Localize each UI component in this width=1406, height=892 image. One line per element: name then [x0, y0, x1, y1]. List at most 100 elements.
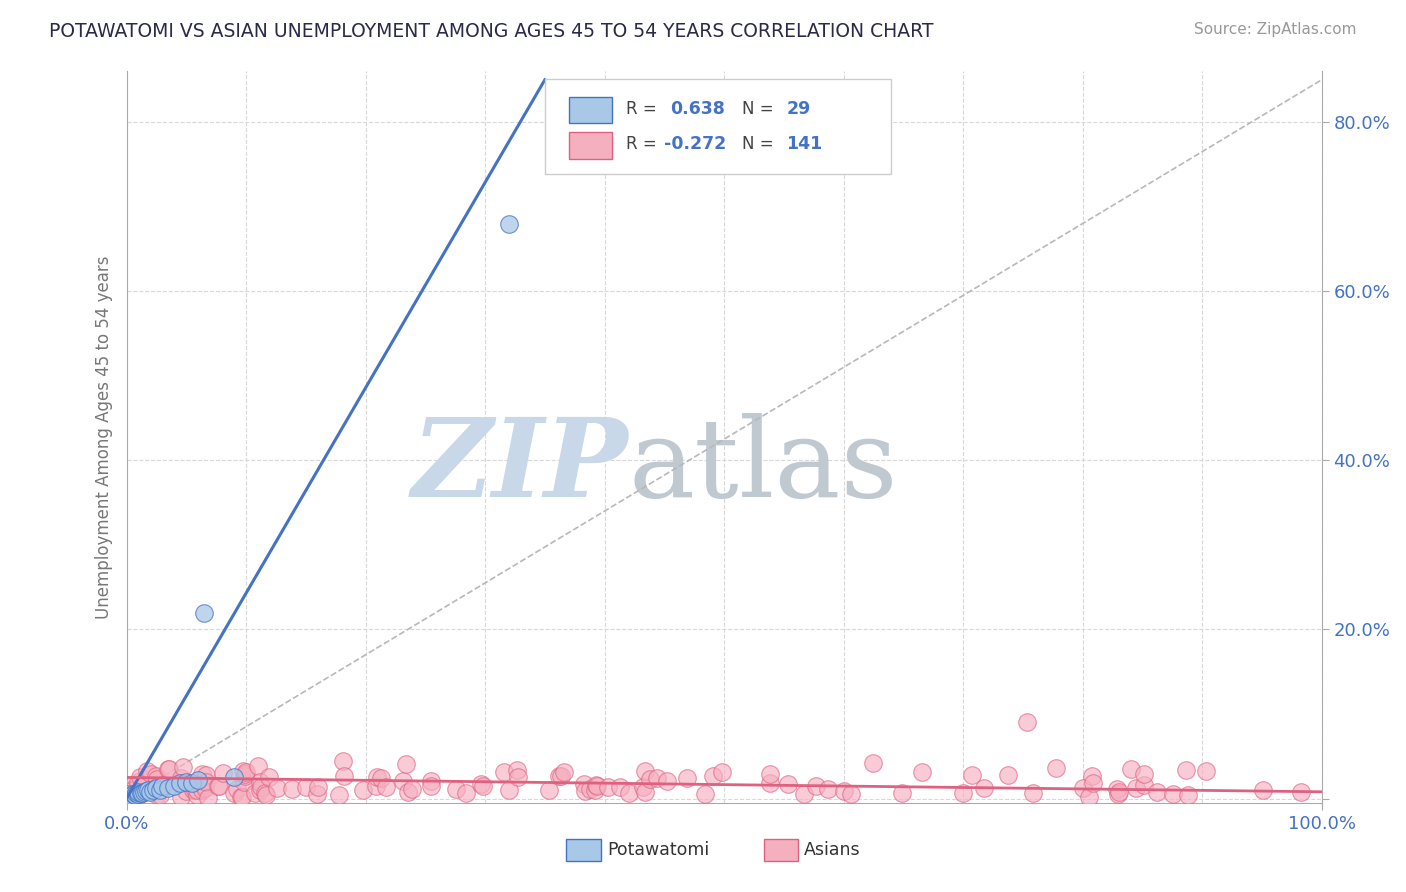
- Text: POTAWATOMI VS ASIAN UNEMPLOYMENT AMONG AGES 45 TO 54 YEARS CORRELATION CHART: POTAWATOMI VS ASIAN UNEMPLOYMENT AMONG A…: [49, 22, 934, 41]
- Point: [832, 784, 855, 798]
- Point: [174, 783, 197, 797]
- Point: [157, 762, 180, 776]
- Point: [444, 781, 467, 796]
- Point: [249, 783, 271, 797]
- Point: [1083, 776, 1105, 790]
- Point: [806, 779, 828, 793]
- Point: [574, 784, 596, 798]
- Point: [307, 780, 329, 795]
- Point: [395, 757, 418, 772]
- Point: [250, 780, 273, 795]
- Point: [281, 781, 304, 796]
- Point: [131, 786, 153, 800]
- Point: [149, 783, 172, 797]
- Point: [617, 786, 640, 800]
- Text: -0.272: -0.272: [664, 135, 727, 153]
- Point: [305, 787, 328, 801]
- Point: [960, 768, 983, 782]
- Point: [115, 789, 138, 804]
- Point: [139, 767, 162, 781]
- Point: [222, 771, 246, 785]
- Point: [142, 783, 165, 797]
- Point: [181, 776, 204, 790]
- Point: [195, 775, 218, 789]
- Text: atlas: atlas: [628, 413, 898, 520]
- Point: [1195, 764, 1218, 779]
- Point: [952, 786, 974, 800]
- Point: [328, 788, 350, 802]
- Point: [911, 764, 934, 779]
- Text: R =: R =: [626, 135, 657, 153]
- Point: [494, 764, 516, 779]
- Point: [1125, 781, 1147, 796]
- Point: [997, 768, 1019, 782]
- Point: [1045, 760, 1067, 774]
- Point: [1133, 766, 1156, 780]
- Point: [506, 764, 529, 778]
- Point: [129, 787, 152, 801]
- Point: [364, 779, 387, 793]
- Point: [634, 785, 657, 799]
- Point: [254, 788, 277, 802]
- Point: [157, 762, 180, 776]
- Point: [174, 774, 197, 789]
- Text: N =: N =: [742, 135, 773, 153]
- Text: 29: 29: [786, 100, 810, 118]
- Point: [129, 770, 152, 784]
- Point: [1108, 787, 1130, 801]
- Point: [839, 787, 862, 801]
- Point: [470, 777, 492, 791]
- Point: [187, 772, 209, 787]
- Point: [145, 769, 167, 783]
- Point: [420, 774, 443, 789]
- Point: [862, 756, 884, 771]
- Point: [702, 769, 724, 783]
- Point: [396, 785, 419, 799]
- Text: Asians: Asians: [804, 841, 860, 859]
- Point: [657, 773, 679, 788]
- Point: [401, 781, 423, 796]
- Point: [194, 768, 217, 782]
- Point: [1291, 785, 1313, 799]
- Point: [197, 790, 219, 805]
- Point: [129, 787, 152, 801]
- Point: [135, 784, 157, 798]
- Point: [122, 783, 145, 797]
- FancyBboxPatch shape: [568, 97, 612, 123]
- Point: [366, 770, 388, 784]
- Point: [254, 786, 277, 800]
- Point: [759, 776, 782, 790]
- Point: [257, 770, 280, 784]
- Point: [583, 782, 606, 797]
- Point: [1017, 715, 1039, 730]
- Point: [579, 781, 602, 796]
- Point: [212, 766, 235, 780]
- Point: [152, 778, 174, 792]
- Point: [127, 785, 149, 799]
- Point: [194, 781, 217, 796]
- Point: [121, 788, 143, 802]
- Point: [191, 782, 214, 797]
- Point: [183, 782, 205, 797]
- FancyBboxPatch shape: [763, 839, 799, 861]
- Point: [550, 769, 572, 783]
- Point: [1177, 788, 1199, 802]
- Point: [776, 777, 799, 791]
- Point: [186, 788, 208, 802]
- Point: [115, 788, 138, 802]
- Point: [136, 764, 159, 779]
- Point: [352, 783, 374, 797]
- Point: [172, 760, 194, 774]
- FancyBboxPatch shape: [544, 78, 891, 174]
- Text: N =: N =: [742, 100, 773, 118]
- Point: [148, 779, 170, 793]
- Point: [537, 782, 560, 797]
- Point: [370, 771, 392, 785]
- Point: [169, 776, 191, 790]
- Point: [609, 780, 631, 795]
- Point: [472, 779, 495, 793]
- Point: [633, 780, 655, 794]
- Point: [598, 780, 620, 794]
- Point: [676, 771, 699, 785]
- Point: [169, 771, 191, 785]
